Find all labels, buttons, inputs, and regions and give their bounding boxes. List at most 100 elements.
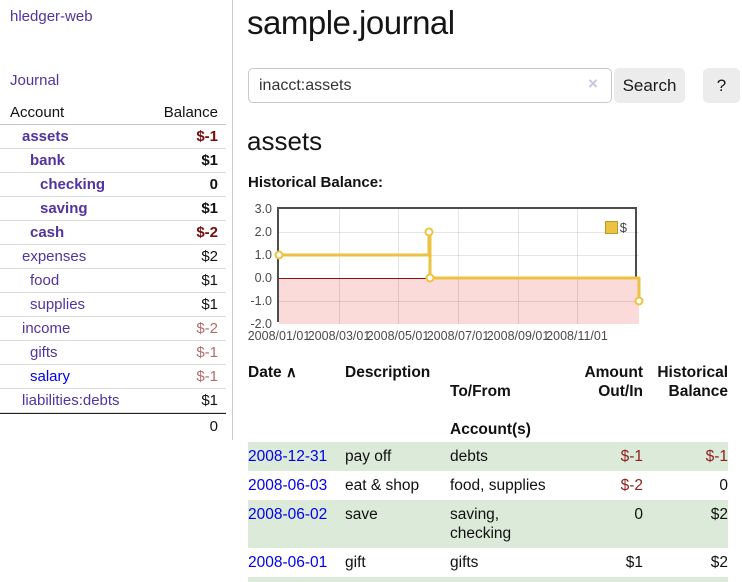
account-link-salary[interactable]: salary	[30, 368, 71, 385]
account-row[interactable]: checking 0	[0, 173, 226, 197]
transaction-balance: $2	[710, 554, 728, 571]
account-link-assets[interactable]: assets	[22, 128, 69, 145]
account-row[interactable]: cash $-2	[0, 221, 226, 245]
account-link-bank[interactable]: bank	[30, 152, 66, 169]
transaction-row[interactable]: 2008-06-02 save saving, checking 0 $2	[248, 500, 728, 548]
account-row[interactable]: salary $-1	[0, 365, 226, 389]
transaction-date-link[interactable]: 2008-12-31	[248, 448, 328, 465]
x-axis-tick: 2008/09/01	[486, 329, 550, 343]
transaction-description: pay off	[345, 448, 392, 465]
account-link-supplies[interactable]: supplies	[30, 296, 86, 313]
col-amount-line2: Out/In	[598, 383, 643, 400]
transaction-row[interactable]: 2008-06-03 eat & shop food, supplies $-2…	[248, 471, 728, 500]
accounts-total-row: 0	[0, 413, 226, 438]
account-balance: $1	[201, 152, 218, 169]
register-table: Date ∧ Description To/From Account(s) Am…	[248, 363, 728, 582]
col-tofrom-line2: Account(s)	[450, 421, 531, 438]
transaction-row[interactable]: 2008-12-31 pay off debts $-1 $-1	[248, 442, 728, 471]
account-link-gifts[interactable]: gifts	[30, 344, 58, 361]
x-axis-tick: 2008/01/01	[247, 329, 311, 343]
accounts-total-value: 0	[209, 418, 218, 435]
clear-search-icon[interactable]: ×	[588, 74, 598, 93]
account-row[interactable]: supplies $1	[0, 293, 226, 317]
account-balance: $-2	[196, 224, 218, 241]
transaction-row[interactable]: 2008-01-01 income salary $1 $1	[248, 577, 728, 582]
transaction-date-link[interactable]: 2008-06-02	[248, 506, 328, 523]
search-button[interactable]: Search	[614, 68, 685, 103]
y-axis-tick: 1.0	[254, 248, 272, 262]
transaction-date-link[interactable]: 2008-06-03	[248, 477, 328, 494]
account-row[interactable]: food $1	[0, 269, 226, 293]
col-amount-outin: Amount Out/In	[560, 363, 643, 439]
legend-swatch-icon	[604, 221, 618, 234]
transaction-accounts: debts	[450, 448, 488, 465]
transaction-balance: 0	[719, 477, 728, 494]
sort-ascending-icon[interactable]: ∧	[285, 364, 297, 381]
search-input[interactable]	[248, 68, 612, 103]
transaction-amount: $1	[625, 554, 643, 571]
account-link-income[interactable]: income	[22, 320, 71, 337]
account-heading: assets	[247, 126, 323, 156]
help-button[interactable]: ?	[703, 68, 740, 103]
chart-gridline	[398, 209, 399, 324]
y-axis-tick: 3.0	[254, 202, 272, 216]
chart-negative-region	[279, 278, 639, 324]
col-date[interactable]: Date ∧	[248, 363, 345, 439]
chart-title: Historical Balance:	[248, 174, 384, 191]
x-axis-tick: 2008/11/01	[546, 329, 608, 343]
app-brand-link[interactable]: hledger-web	[10, 8, 93, 25]
account-balance: $1	[201, 392, 218, 409]
account-balance: $2	[201, 248, 218, 265]
account-link-cash[interactable]: cash	[30, 224, 65, 241]
y-axis-tick: 0.0	[254, 271, 272, 285]
transaction-date-link[interactable]: 2008-06-01	[248, 554, 328, 571]
col-hist-line2: Balance	[668, 383, 728, 400]
account-row[interactable]: income $-2	[0, 317, 226, 341]
sidebar-item-journal[interactable]: Journal	[10, 72, 60, 89]
account-balance: 0	[209, 176, 218, 193]
accounts-col-account: Account	[10, 104, 65, 121]
account-balance: $-1	[196, 128, 218, 145]
col-amount-line1: Amount	[584, 364, 643, 381]
account-link-saving[interactable]: saving	[40, 200, 88, 217]
transaction-amount: $-2	[620, 477, 643, 494]
sidebar-divider	[232, 0, 233, 440]
account-row[interactable]: liabilities:debts $1	[0, 389, 226, 413]
transaction-accounts: saving, checking	[450, 506, 512, 542]
transaction-row[interactable]: 2008-06-01 gift gifts $1 $2	[248, 548, 728, 577]
account-row[interactable]: bank $1	[0, 149, 226, 173]
col-hist-line1: Historical	[657, 364, 728, 381]
account-balance: $1	[201, 296, 218, 313]
account-link-checking[interactable]: checking	[40, 176, 106, 193]
account-balance: $1	[201, 200, 218, 217]
account-balance: $-1	[196, 344, 218, 361]
x-axis-tick: 2008/03/01	[307, 329, 371, 343]
chart-gridline	[279, 255, 639, 256]
transaction-balance: $-1	[705, 448, 728, 465]
x-axis-tick: 2008/07/01	[426, 329, 490, 343]
y-axis-tick: -2.0	[250, 317, 272, 331]
transaction-balance: $2	[710, 506, 728, 523]
chart-gridline	[339, 209, 340, 324]
account-balance: $-2	[196, 320, 218, 337]
chart-gridline	[458, 209, 459, 324]
account-link-food[interactable]: food	[30, 272, 60, 289]
account-row[interactable]: expenses $2	[0, 245, 226, 269]
chart-series-line	[274, 227, 644, 306]
accounts-col-balance: Balance	[163, 104, 218, 121]
chart-gridline	[279, 232, 639, 233]
account-row[interactable]: saving $1	[0, 197, 226, 221]
col-tofrom-line1: To/From	[450, 383, 511, 400]
account-balance: $-1	[196, 368, 218, 385]
account-row[interactable]: assets $-1	[0, 125, 226, 149]
chart-gridline	[518, 209, 519, 324]
y-axis-tick: -1.0	[250, 294, 272, 308]
transaction-amount: 0	[634, 506, 643, 523]
account-balance: $1	[201, 272, 218, 289]
col-historical-balance: Historical Balance	[643, 363, 728, 439]
account-link-expenses[interactable]: expenses	[22, 248, 87, 265]
account-row[interactable]: gifts $-1	[0, 341, 226, 365]
col-date-label: Date	[248, 364, 282, 381]
account-link-liabilities-debts[interactable]: liabilities:debts	[22, 392, 120, 409]
chart-gridline	[279, 301, 639, 302]
